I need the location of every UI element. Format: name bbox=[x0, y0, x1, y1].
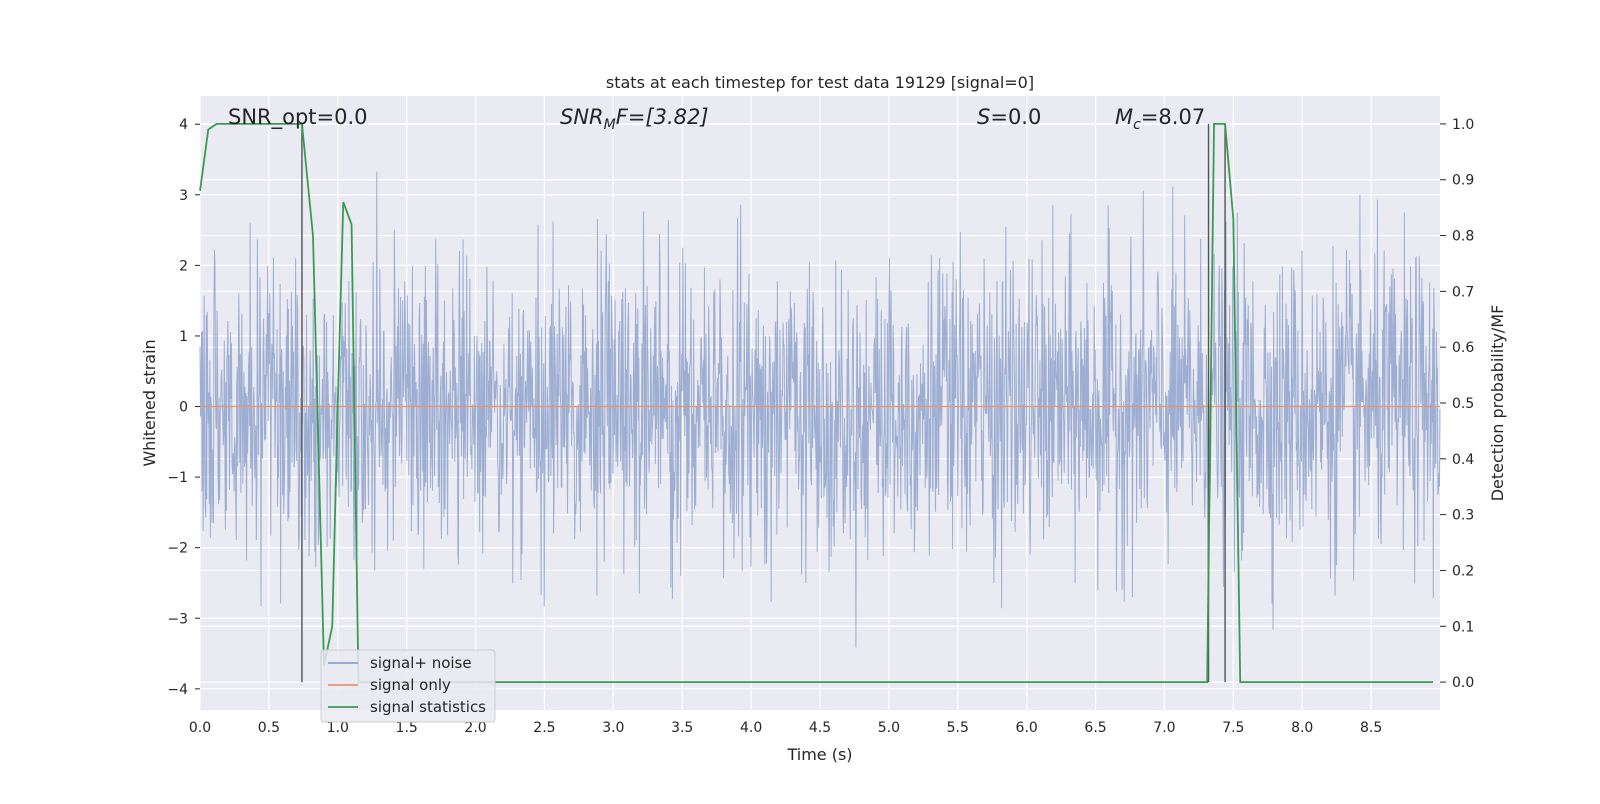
legend-box bbox=[320, 649, 496, 723]
annotation-s: S=0.0 bbox=[977, 105, 1041, 129]
x-tick-label: 8.0 bbox=[1291, 720, 1313, 736]
y-right-tick-label: 0.8 bbox=[1452, 229, 1474, 245]
y-left-tick-label: −4 bbox=[167, 682, 188, 698]
y-left-tick-label: −3 bbox=[167, 611, 188, 627]
x-tick-label: 0.5 bbox=[258, 720, 280, 736]
annotation-snr-mf-sub: M bbox=[604, 117, 616, 133]
x-tick-label: 1.0 bbox=[327, 720, 349, 736]
legend-label-signal-only: signal only bbox=[370, 676, 451, 694]
y-right-tick-label: 0.4 bbox=[1452, 452, 1474, 468]
x-tick-label: 3.0 bbox=[602, 720, 624, 736]
noise-trace bbox=[199, 171, 1441, 648]
annotation-s-tail: =0.0 bbox=[990, 105, 1041, 129]
y-right-tick-label: 0.5 bbox=[1452, 396, 1474, 412]
annotation-snr-mf-main: SNR bbox=[560, 105, 604, 129]
legend: signal+ noise signal only signal statist… bbox=[320, 649, 496, 723]
annotation-snr-mf: SNRMF=[3.82] bbox=[560, 105, 709, 133]
y-ticks-right: 1.0 0.9 0.8 0.7 0.6 0.5 0.4 0.3 0.2 0.1 0.0 bbox=[1440, 117, 1474, 691]
y-right-tick-label: 0.3 bbox=[1452, 508, 1474, 524]
y-right-tick-label: 0.2 bbox=[1452, 563, 1474, 579]
annotation-s-main: S bbox=[977, 105, 990, 129]
x-tick-label: 5.5 bbox=[947, 720, 969, 736]
y-left-tick-label: 2 bbox=[179, 258, 188, 274]
y-right-tick-label: 0.0 bbox=[1452, 675, 1474, 691]
x-tick-label: 3.5 bbox=[671, 720, 693, 736]
y-left-tick-label: 0 bbox=[179, 400, 188, 416]
x-tick-label: 7.5 bbox=[1222, 720, 1244, 736]
x-ticks: 0.0 0.5 1.0 1.5 2.0 2.5 3.0 3.5 4.0 4.5 5.0 5.5 6.0 6… bbox=[189, 720, 1382, 736]
chart-title: stats at each timestep for test data 191… bbox=[606, 73, 1034, 92]
y-right-tick-label: 0.6 bbox=[1452, 340, 1474, 356]
x-tick-label: 8.5 bbox=[1360, 720, 1382, 736]
y-right-tick-label: 0.9 bbox=[1452, 173, 1474, 189]
x-tick-label: 2.5 bbox=[533, 720, 555, 736]
x-tick-label: 1.5 bbox=[396, 720, 418, 736]
y-right-tick-label: 0.1 bbox=[1452, 619, 1474, 635]
y-axis-label-left: Whitened strain bbox=[140, 339, 159, 466]
annotation-snr-mf-tail: F=[3.82] bbox=[616, 105, 709, 129]
signal-noise-series bbox=[199, 171, 1441, 648]
x-tick-label: 6.5 bbox=[1084, 720, 1106, 736]
y-right-tick-label: 0.7 bbox=[1452, 284, 1474, 300]
x-tick-label: 0.0 bbox=[189, 720, 211, 736]
y-axis-label-right: Detection probability/MF bbox=[1488, 305, 1507, 502]
y-left-tick-label: 4 bbox=[179, 117, 188, 133]
legend-label-statistics: signal statistics bbox=[370, 698, 486, 716]
annotation-mc-tail: =8.07 bbox=[1141, 105, 1205, 129]
annotation-snr-opt: SNR_opt=0.0 bbox=[228, 105, 368, 130]
legend-label-noise: signal+ noise bbox=[370, 654, 472, 672]
y-left-tick-label: 3 bbox=[179, 188, 188, 204]
x-tick-label: 4.0 bbox=[740, 720, 762, 736]
x-axis-label: Time (s) bbox=[786, 745, 852, 764]
x-tick-label: 2.0 bbox=[464, 720, 486, 736]
y-ticks-left: 4 3 2 1 0 −1 −2 −3 −4 bbox=[167, 117, 200, 698]
x-tick-label: 6.0 bbox=[1016, 720, 1038, 736]
annotation-mc: Mc=8.07 bbox=[1115, 105, 1205, 133]
x-tick-label: 4.5 bbox=[809, 720, 831, 736]
y-right-tick-label: 1.0 bbox=[1452, 117, 1474, 133]
y-left-tick-label: −2 bbox=[167, 541, 188, 557]
y-left-tick-label: −1 bbox=[167, 470, 188, 486]
x-tick-label: 5.0 bbox=[878, 720, 900, 736]
annotation-mc-sub: c bbox=[1133, 117, 1141, 133]
annotation-mc-main: M bbox=[1115, 105, 1133, 129]
x-tick-label: 7.0 bbox=[1153, 720, 1175, 736]
y-left-tick-label: 1 bbox=[179, 329, 188, 345]
